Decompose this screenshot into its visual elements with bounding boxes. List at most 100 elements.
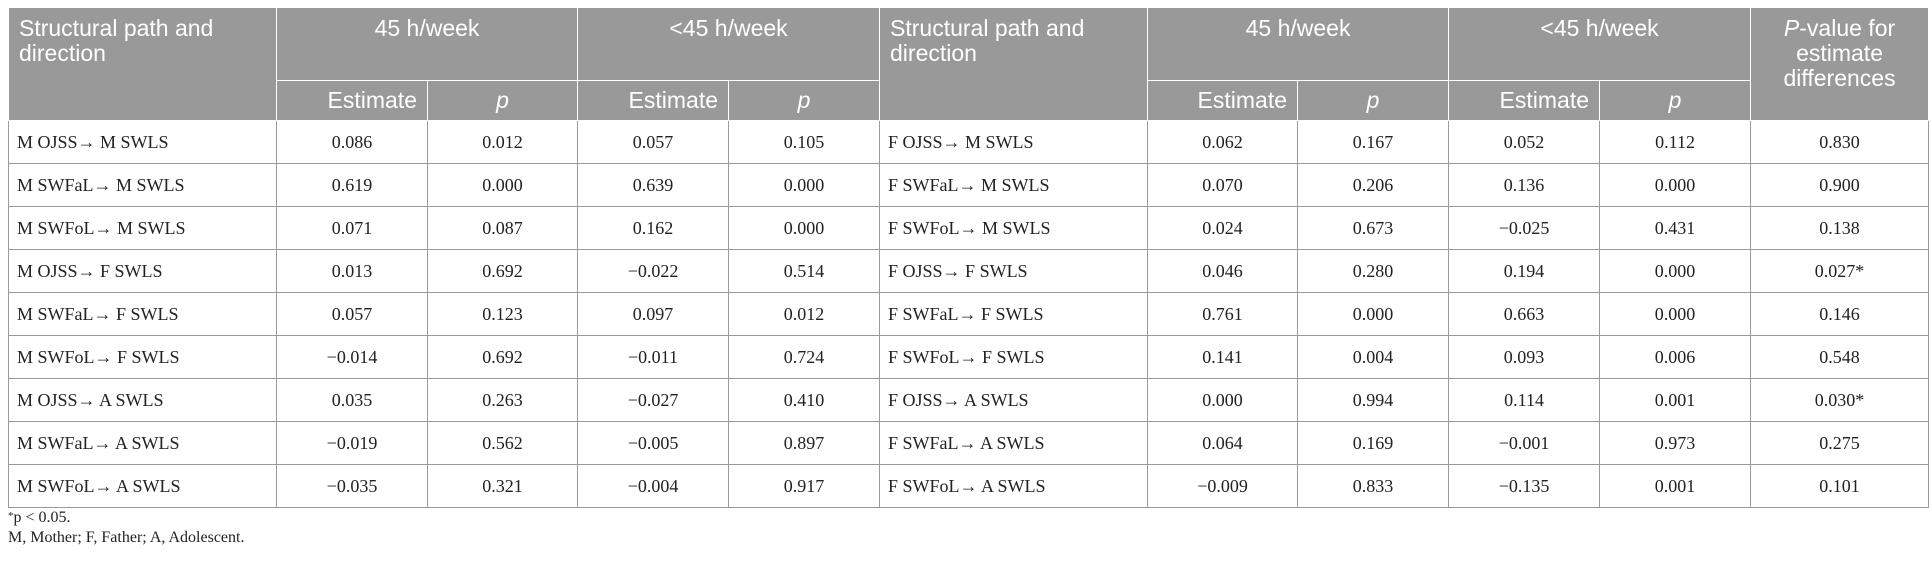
cell-value: 0.052 xyxy=(1448,120,1601,164)
cell-father-path: F OJSS→ A SWLS xyxy=(879,378,1149,422)
cell-value: −0.011 xyxy=(577,335,730,379)
header-group-lt45-mother: <45 h/week xyxy=(577,7,881,81)
cell-father-path: F OJSS→ F SWLS xyxy=(879,249,1149,293)
cell-value: −0.135 xyxy=(1448,464,1601,508)
table-footnotes: *p < 0.05. M, Mother; F, Father; A, Adol… xyxy=(8,508,244,548)
table-row: M SWFaL→ M SWLS 0.619 0.000 0.639 0.000 … xyxy=(8,163,1930,207)
cell-value: 0.663 xyxy=(1448,292,1601,336)
cell-value: 0.004 xyxy=(1297,335,1450,379)
cell-value: 0.000 xyxy=(1599,249,1752,293)
header-pvalue-italic: P xyxy=(1783,15,1800,41)
cell-value: 0.086 xyxy=(276,120,428,164)
cell-value: −0.014 xyxy=(276,335,428,379)
cell-value: 0.000 xyxy=(728,163,881,207)
table-row: M OJSS→ M SWLS 0.086 0.012 0.057 0.105 F… xyxy=(8,120,1930,164)
table-row: M SWFoL→ F SWLS −0.014 0.692 −0.011 0.72… xyxy=(8,335,1930,379)
cell-value: 0.064 xyxy=(1147,421,1299,465)
cell-diff: 0.030* xyxy=(1750,378,1930,422)
cell-diff: 0.101 xyxy=(1750,464,1930,508)
header-group-lt45-father: <45 h/week xyxy=(1448,7,1752,81)
cell-value: 0.024 xyxy=(1147,206,1299,250)
cell-value: 0.071 xyxy=(276,206,428,250)
header-path-mother: Structural path and direction xyxy=(8,7,277,121)
cell-value: 0.514 xyxy=(728,249,881,293)
cell-value: −0.004 xyxy=(577,464,730,508)
header-p: p xyxy=(426,80,579,121)
cell-mother-path: M SWFaL→ M SWLS xyxy=(8,163,277,207)
cell-value: 0.206 xyxy=(1297,163,1450,207)
cell-value: 0.000 xyxy=(1297,292,1450,336)
table-row: M SWFaL→ A SWLS −0.019 0.562 −0.005 0.89… xyxy=(8,421,1930,465)
footnote-significance: *p < 0.05. xyxy=(8,508,244,528)
cell-father-path: F SWFoL→ M SWLS xyxy=(879,206,1149,250)
cell-mother-path: M SWFoL→ M SWLS xyxy=(8,206,277,250)
table-row: M OJSS→ F SWLS 0.013 0.692 −0.022 0.514 … xyxy=(8,249,1930,293)
cell-value: 0.012 xyxy=(426,120,579,164)
cell-value: −0.022 xyxy=(577,249,730,293)
table-row: M SWFaL→ F SWLS 0.057 0.123 0.097 0.012 … xyxy=(8,292,1930,336)
footnote-sig-text: p < 0.05. xyxy=(13,509,71,526)
results-table: Structural path and direction 45 h/week … xyxy=(8,7,1930,508)
cell-value: 0.087 xyxy=(426,206,579,250)
cell-value: 0.123 xyxy=(426,292,579,336)
header-estimate: Estimate xyxy=(1147,80,1299,121)
cell-value: 0.112 xyxy=(1599,120,1752,164)
cell-value: −0.019 xyxy=(276,421,428,465)
table-row: M SWFoL→ M SWLS 0.071 0.087 0.162 0.000 … xyxy=(8,206,1930,250)
cell-value: 0.105 xyxy=(728,120,881,164)
cell-value: 0.263 xyxy=(426,378,579,422)
cell-value: 0.619 xyxy=(276,163,428,207)
header-pvalue-diff: P-value for estimate differences xyxy=(1750,7,1930,121)
cell-value: 0.057 xyxy=(276,292,428,336)
cell-value: 0.639 xyxy=(577,163,730,207)
cell-value: 0.833 xyxy=(1297,464,1450,508)
cell-value: 0.761 xyxy=(1147,292,1299,336)
cell-value: 0.001 xyxy=(1599,378,1752,422)
cell-value: −0.025 xyxy=(1448,206,1601,250)
footnote-abbreviations: M, Mother; F, Father; A, Adolescent. xyxy=(8,529,245,546)
cell-value: 0.973 xyxy=(1599,421,1752,465)
cell-value: 0.724 xyxy=(728,335,881,379)
cell-value: 0.013 xyxy=(276,249,428,293)
cell-value: 0.035 xyxy=(276,378,428,422)
cell-diff: 0.548 xyxy=(1750,335,1930,379)
cell-value: 0.673 xyxy=(1297,206,1450,250)
cell-value: 0.097 xyxy=(577,292,730,336)
cell-value: 0.000 xyxy=(728,206,881,250)
table-header: Structural path and direction 45 h/week … xyxy=(8,7,1930,121)
header-p: p xyxy=(1599,80,1752,121)
cell-mother-path: M SWFaL→ A SWLS xyxy=(8,421,277,465)
cell-value: 0.057 xyxy=(577,120,730,164)
cell-value: 0.136 xyxy=(1448,163,1601,207)
cell-value: −0.009 xyxy=(1147,464,1299,508)
cell-diff: 0.275 xyxy=(1750,421,1930,465)
cell-value: 0.692 xyxy=(426,249,579,293)
cell-value: 0.280 xyxy=(1297,249,1450,293)
cell-value: 0.167 xyxy=(1297,120,1450,164)
table-container: Structural path and direction 45 h/week … xyxy=(8,7,1930,508)
cell-mother-path: M SWFoL→ F SWLS xyxy=(8,335,277,379)
cell-mother-path: M OJSS→ F SWLS xyxy=(8,249,277,293)
cell-value: 0.062 xyxy=(1147,120,1299,164)
cell-value: 0.000 xyxy=(1599,163,1752,207)
cell-value: 0.897 xyxy=(728,421,881,465)
header-p: p xyxy=(728,80,881,121)
cell-value: 0.000 xyxy=(1147,378,1299,422)
header-estimate: Estimate xyxy=(577,80,730,121)
cell-value: 0.994 xyxy=(1297,378,1450,422)
cell-value: 0.562 xyxy=(426,421,579,465)
cell-father-path: F SWFaL→ A SWLS xyxy=(879,421,1149,465)
header-estimate: Estimate xyxy=(276,80,428,121)
cell-diff: 0.900 xyxy=(1750,163,1930,207)
cell-value: −0.035 xyxy=(276,464,428,508)
table-body: M OJSS→ M SWLS 0.086 0.012 0.057 0.105 F… xyxy=(8,120,1930,508)
header-p: p xyxy=(1297,80,1450,121)
cell-value: 0.194 xyxy=(1448,249,1601,293)
cell-value: 0.006 xyxy=(1599,335,1752,379)
table-row: M OJSS→ A SWLS 0.035 0.263 −0.027 0.410 … xyxy=(8,378,1930,422)
cell-value: 0.169 xyxy=(1297,421,1450,465)
cell-value: 0.141 xyxy=(1147,335,1299,379)
cell-value: 0.012 xyxy=(728,292,881,336)
cell-value: 0.070 xyxy=(1147,163,1299,207)
header-group-45-father: 45 h/week xyxy=(1147,7,1450,81)
